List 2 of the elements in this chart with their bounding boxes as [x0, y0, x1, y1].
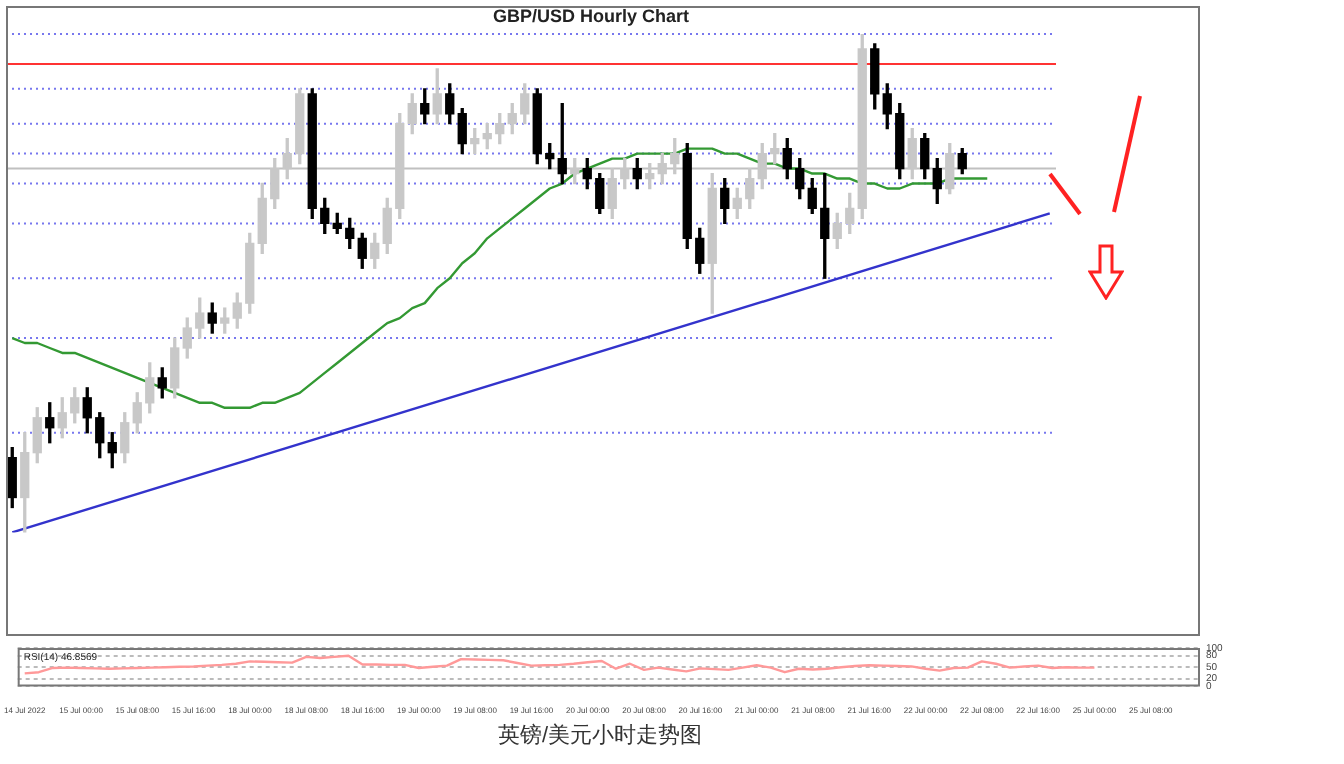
text: 英镑/美元小时走势图 — [495, 721, 705, 750]
chart-title: GBP/USD Hourly Chart — [492, 5, 690, 26]
